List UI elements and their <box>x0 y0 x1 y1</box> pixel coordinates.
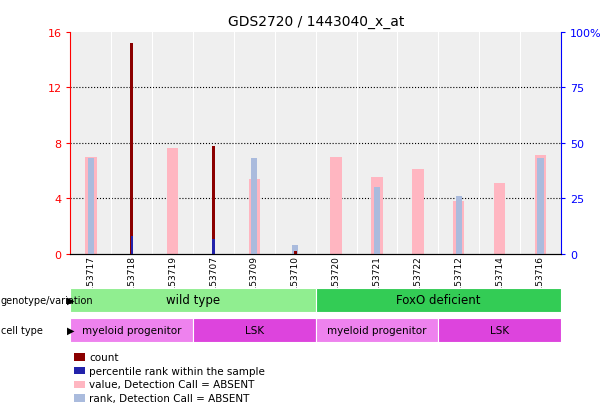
Bar <box>131 236 133 254</box>
Bar <box>193 33 234 254</box>
Bar <box>316 318 438 342</box>
Bar <box>70 318 193 342</box>
Text: FoxO deficient: FoxO deficient <box>396 293 481 306</box>
Bar <box>371 178 383 254</box>
Bar <box>455 197 462 254</box>
Text: rank, Detection Call = ABSENT: rank, Detection Call = ABSENT <box>89 393 249 403</box>
Bar <box>316 288 561 312</box>
Text: genotype/variation: genotype/variation <box>1 295 93 305</box>
Bar <box>479 33 520 254</box>
Bar <box>357 33 397 254</box>
Text: cell type: cell type <box>1 325 42 335</box>
Bar <box>212 146 215 254</box>
Bar <box>251 159 257 254</box>
Bar <box>453 202 465 254</box>
Bar <box>520 33 561 254</box>
Bar <box>494 183 505 254</box>
Bar <box>538 159 544 254</box>
Bar <box>234 33 275 254</box>
Bar <box>130 44 134 254</box>
Text: percentile rank within the sample: percentile rank within the sample <box>89 366 265 376</box>
Bar <box>275 33 316 254</box>
Bar <box>535 156 546 254</box>
Bar <box>330 157 342 254</box>
Bar <box>212 240 215 254</box>
Text: LSK: LSK <box>490 325 509 335</box>
Text: ▶: ▶ <box>67 295 74 305</box>
Text: myeloid progenitor: myeloid progenitor <box>327 325 427 335</box>
Bar <box>292 245 299 254</box>
Bar <box>374 188 380 254</box>
Bar <box>397 33 438 254</box>
Bar <box>152 33 193 254</box>
Bar <box>70 288 316 312</box>
Bar <box>88 159 94 254</box>
Bar <box>249 179 260 254</box>
Bar <box>85 157 97 254</box>
Text: wild type: wild type <box>166 293 220 306</box>
Bar <box>438 33 479 254</box>
Title: GDS2720 / 1443040_x_at: GDS2720 / 1443040_x_at <box>227 15 404 29</box>
Bar <box>438 318 561 342</box>
Bar <box>294 251 297 254</box>
Text: count: count <box>89 352 118 362</box>
Text: myeloid progenitor: myeloid progenitor <box>82 325 181 335</box>
Bar <box>70 33 112 254</box>
Text: ▶: ▶ <box>67 325 74 335</box>
Text: LSK: LSK <box>245 325 264 335</box>
Bar <box>193 318 316 342</box>
Text: value, Detection Call = ABSENT: value, Detection Call = ABSENT <box>89 380 254 389</box>
Bar <box>316 33 357 254</box>
Bar <box>167 149 178 254</box>
Bar <box>412 170 424 254</box>
Bar <box>112 33 152 254</box>
